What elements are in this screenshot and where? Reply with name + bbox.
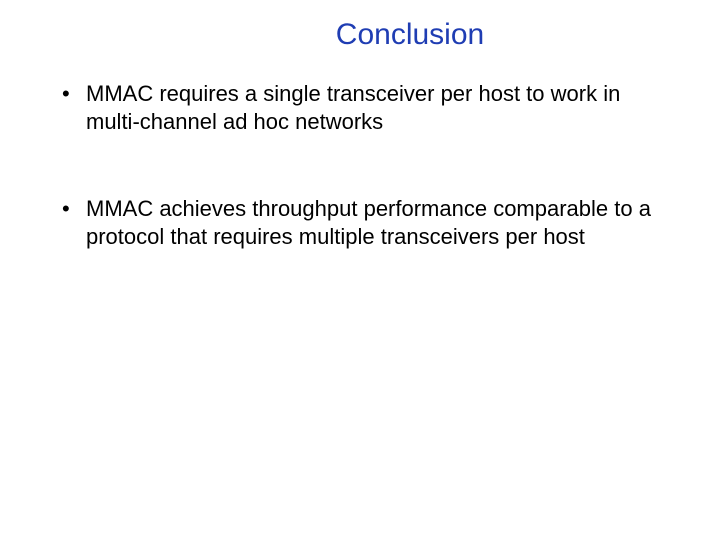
bullet-item: MMAC achieves throughput performance com… <box>58 195 680 250</box>
bullet-item: MMAC requires a single transceiver per h… <box>58 80 680 135</box>
bullet-text: MMAC requires a single transceiver per h… <box>86 81 620 134</box>
bullet-text: MMAC achieves throughput performance com… <box>86 196 651 249</box>
bullet-list: MMAC requires a single transceiver per h… <box>40 80 680 250</box>
slide-container: Conclusion MMAC requires a single transc… <box>0 0 720 540</box>
slide-title: Conclusion <box>40 18 680 52</box>
